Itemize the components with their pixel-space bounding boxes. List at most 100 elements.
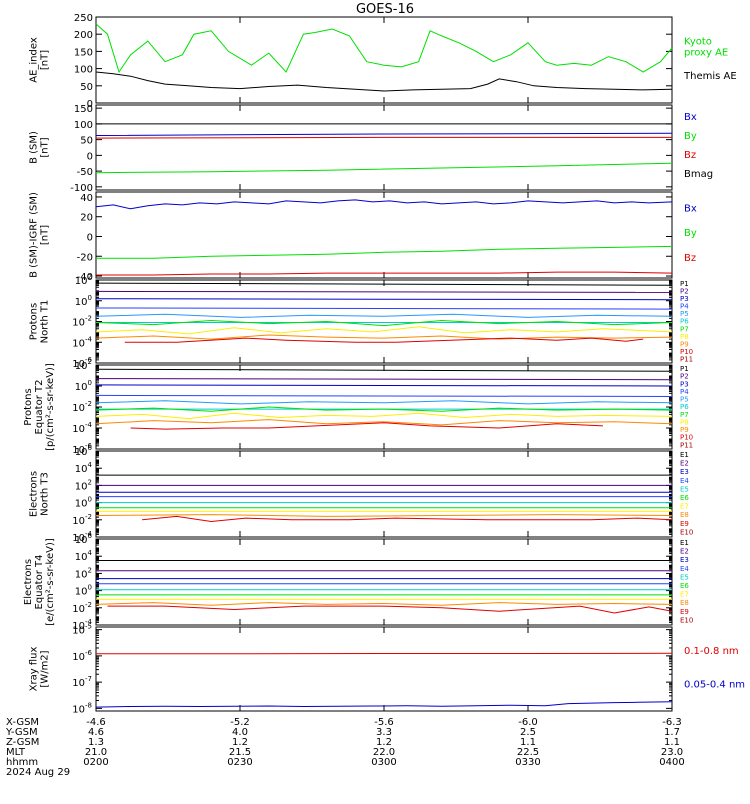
x-axis-row-label: MLT: [6, 747, 26, 758]
legend-label: E10: [680, 616, 693, 624]
y-tick-label: 102: [75, 273, 92, 287]
y-tick-label: -50: [77, 167, 93, 178]
series-line-p2: [95, 378, 673, 381]
series-line-e8: [95, 514, 673, 517]
x-tick-label: 1.1: [520, 737, 536, 748]
legend-label: E1: [680, 539, 689, 547]
panel-frame: [95, 16, 673, 104]
y-axis-label: [nT]: [40, 225, 51, 245]
y-axis-label: B (SM)-IGRF (SM): [29, 192, 40, 278]
legend-label: P11: [680, 441, 693, 449]
series-line-p8: [95, 326, 673, 335]
legend-label: Kyoto: [684, 37, 712, 48]
legend-label: P8: [680, 333, 689, 341]
legend-label: Themis AE: [683, 71, 737, 82]
x-tick-label: -5.6: [374, 717, 394, 728]
legend-label: P1: [680, 280, 689, 288]
y-tick-label: 104: [75, 461, 93, 475]
panel-frame: [95, 538, 673, 626]
y-tick-label: 100: [74, 120, 93, 131]
x-axis-row-label: Y-GSM: [5, 727, 38, 738]
y-axis-label: North T3: [40, 472, 51, 516]
legend-label: P3: [680, 295, 689, 303]
x-tick-label: 22.5: [517, 747, 539, 758]
panel-frame: [95, 104, 673, 191]
x-tick-label: 4.6: [88, 727, 104, 738]
series-line-p5: [95, 313, 673, 318]
y-tick-label: 10-4: [72, 335, 92, 349]
legend-label: 0.05-0.4 nm: [684, 679, 745, 690]
y-axis-label: Protons: [29, 303, 40, 340]
legend-label: E8: [680, 599, 689, 607]
y-tick-label: 102: [75, 358, 92, 372]
x-axis-row-label: 2024 Aug 29: [6, 767, 70, 778]
y-tick-label: -40: [77, 272, 93, 283]
x-tick-label: 0400: [659, 757, 684, 768]
legend-label: Bz: [684, 253, 696, 264]
x-axis-row-label: hhmm: [6, 757, 38, 768]
legend-label: E6: [680, 494, 689, 502]
y-axis-label: North T1: [40, 300, 51, 344]
legend-label: E4: [680, 477, 689, 485]
panel-3: -40 -20 0 20 40 B (SM)-IGRF (SM) [nT] Bx By Bz: [29, 191, 697, 283]
y-axis-label: Protons: [23, 388, 34, 425]
legend-label: proxy AE: [684, 48, 728, 59]
y-tick-label: 100: [75, 379, 92, 393]
y-tick-label: 102: [75, 566, 92, 580]
y-tick-label: 0: [87, 232, 93, 243]
legend-label: P4: [680, 388, 689, 396]
x-tick-label: 4.0: [232, 727, 248, 738]
series-line-p8: [95, 412, 673, 420]
y-tick-label: 50: [80, 136, 93, 147]
legend-label: P9: [680, 426, 689, 434]
panel-frame: [95, 364, 673, 450]
legend-label: E6: [680, 582, 689, 590]
y-axis-label: [nT]: [40, 50, 51, 70]
y-tick-label: 20: [80, 213, 93, 224]
legend-label: E9: [680, 520, 689, 528]
legend-label: E7: [680, 591, 689, 599]
y-tick-label: 200: [74, 30, 93, 41]
legend-label: P10: [680, 348, 693, 356]
legend-label: P7: [680, 411, 689, 419]
x-tick-label: 3.3: [376, 727, 392, 738]
x-tick-label: -6.0: [518, 717, 538, 728]
legend-label: P6: [680, 318, 689, 326]
y-tick-label: -20: [77, 252, 93, 263]
x-tick-label: 1.2: [232, 737, 248, 748]
series-line-p4: [95, 307, 673, 310]
y-tick-label: 10-8: [72, 701, 92, 715]
legend-label: E2: [680, 460, 689, 468]
y-tick-label: 40: [80, 193, 93, 204]
series-line-0-1-0-8-nm: [96, 652, 673, 655]
y-axis-label: [e/(cm²-s-sr-keV)]: [45, 538, 56, 626]
x-tick-label: 0330: [515, 757, 540, 768]
x-tick-label: -5.2: [230, 717, 250, 728]
y-axis-label: B (SM): [29, 131, 40, 164]
legend-label: E5: [680, 485, 689, 493]
series-line-bx: [95, 199, 673, 210]
legend-label: P10: [680, 434, 693, 442]
legend-label: Bmag: [684, 169, 713, 180]
legend-label: E3: [680, 556, 689, 564]
y-tick-label: 10-4: [72, 421, 92, 435]
legend-label: E4: [680, 565, 689, 573]
y-axis-label: AE_index: [29, 37, 40, 83]
series-line-kyoto-proxy-ae: [95, 23, 673, 74]
y-axis-label: Electrons: [29, 471, 40, 517]
y-tick-label: -100: [70, 183, 93, 194]
series-line-themis-ae: [95, 71, 673, 92]
x-tick-label: 0230: [227, 757, 252, 768]
x-tick-label: 2.5: [520, 727, 536, 738]
series-line-p1: [95, 282, 673, 286]
legend-label: 0.1-0.8 nm: [684, 646, 739, 657]
page-title: GOES-16: [356, 2, 414, 17]
y-tick-label: 10-5: [72, 623, 92, 637]
panel-8: 10-8 10-7 10-6 10-5 Xray flux [W/m2] 0.1-0.8 n…: [29, 623, 746, 716]
legend-label: P9: [680, 340, 689, 348]
series-line-bz: [96, 271, 673, 276]
y-tick-label: 100: [75, 294, 92, 308]
